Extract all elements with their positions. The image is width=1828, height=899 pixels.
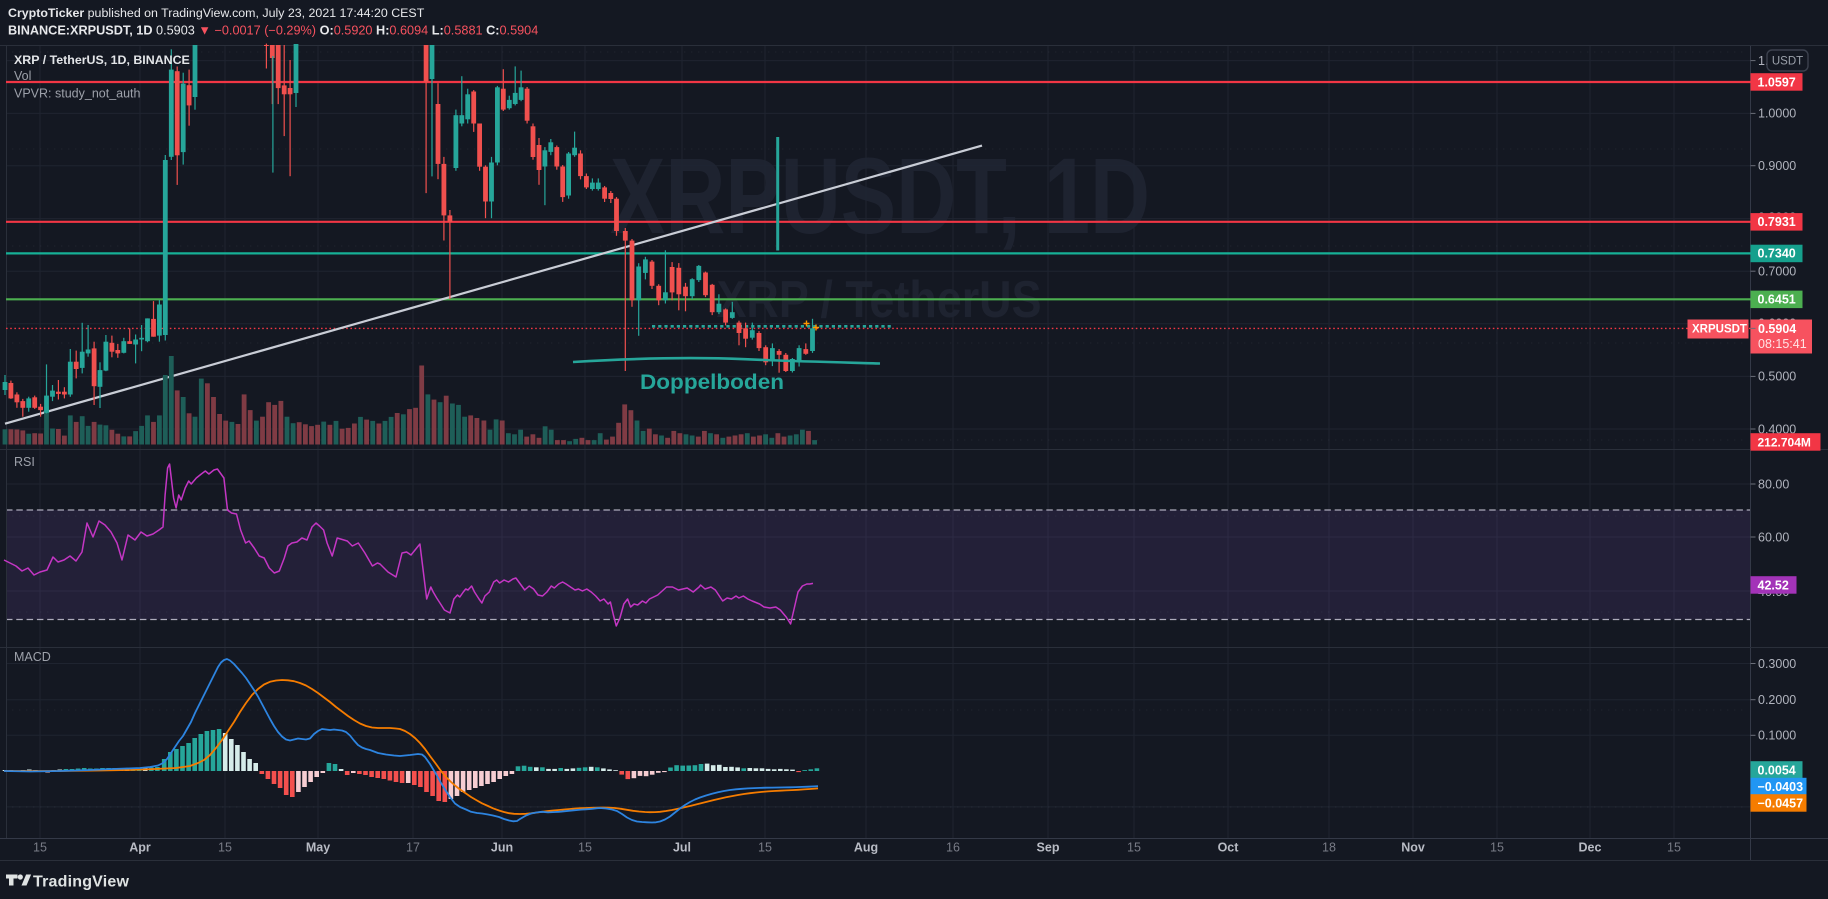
svg-text:15: 15 (1127, 841, 1141, 855)
svg-text:1.0000: 1.0000 (1758, 107, 1796, 121)
svg-text:Oct: Oct (1218, 841, 1240, 855)
svg-text:0.7000: 0.7000 (1758, 265, 1796, 279)
svg-text:Doppelboden: Doppelboden (640, 371, 784, 394)
svg-text:XRP / TetherUS, 1D, BINANCE: XRP / TetherUS, 1D, BINANCE (14, 53, 190, 67)
svg-text:0.1000: 0.1000 (1758, 729, 1796, 743)
svg-text:Jun: Jun (491, 841, 513, 855)
svg-text:VPVR: study_not_auth: VPVR: study_not_auth (14, 87, 141, 101)
svg-text:USDT: USDT (1772, 56, 1803, 68)
svg-text:60.00: 60.00 (1758, 530, 1789, 544)
svg-text:0.7340: 0.7340 (1758, 247, 1796, 261)
svg-text:XRPUSDT, 1D: XRPUSDT, 1D (610, 135, 1150, 256)
svg-text:15: 15 (1667, 841, 1681, 855)
svg-text:15: 15 (578, 841, 592, 855)
svg-text:0.4000: 0.4000 (1758, 422, 1796, 436)
svg-text:42.52: 42.52 (1758, 578, 1789, 592)
svg-text:15: 15 (758, 841, 772, 855)
svg-text:Nov: Nov (1401, 841, 1425, 855)
svg-text:RSI: RSI (14, 455, 35, 469)
svg-text:May: May (306, 841, 330, 855)
svg-text:0.3000: 0.3000 (1758, 657, 1796, 671)
svg-text:15: 15 (33, 841, 47, 855)
svg-text:XRPUSDT: XRPUSDT (1692, 324, 1747, 336)
svg-text:CryptoTicker published on Trad: CryptoTicker published on TradingView.co… (8, 6, 425, 20)
svg-text:−0.0457: −0.0457 (1758, 796, 1804, 810)
svg-text:0.2000: 0.2000 (1758, 693, 1796, 707)
svg-text:212.704M: 212.704M (1758, 435, 1811, 449)
svg-text:TradingView: TradingView (33, 874, 130, 891)
svg-text:1.0597: 1.0597 (1758, 75, 1796, 89)
svg-text:15: 15 (1490, 841, 1504, 855)
svg-text:−0.0403: −0.0403 (1758, 780, 1804, 794)
svg-text:17: 17 (406, 841, 420, 855)
svg-text:Sep: Sep (1037, 841, 1060, 855)
svg-text:Dec: Dec (1579, 841, 1602, 855)
svg-text:15: 15 (218, 841, 232, 855)
svg-text:08:15:41: 08:15:41 (1758, 337, 1807, 351)
svg-text:MACD: MACD (14, 650, 51, 664)
svg-text:1.: 1. (1758, 54, 1768, 68)
svg-text:Vol: Vol (14, 69, 31, 83)
svg-text:Jul: Jul (673, 841, 691, 855)
svg-text:0.5904: 0.5904 (1758, 322, 1796, 336)
svg-text:80.00: 80.00 (1758, 477, 1789, 491)
svg-text:18: 18 (1322, 841, 1336, 855)
svg-text:Aug: Aug (854, 841, 878, 855)
svg-text:0.0054: 0.0054 (1758, 763, 1796, 777)
svg-text:Apr: Apr (129, 841, 151, 855)
svg-text:0.6451: 0.6451 (1758, 293, 1796, 307)
svg-text:BINANCE:XRPUSDT, 1D 0.5903 ▼: BINANCE:XRPUSDT, 1D 0.5903 ▼ −0.0017 (−0… (8, 24, 538, 38)
svg-text:16: 16 (946, 841, 960, 855)
svg-text:0.7931: 0.7931 (1758, 215, 1796, 229)
svg-text:0.5000: 0.5000 (1758, 370, 1796, 384)
svg-text:0.9000: 0.9000 (1758, 159, 1796, 173)
